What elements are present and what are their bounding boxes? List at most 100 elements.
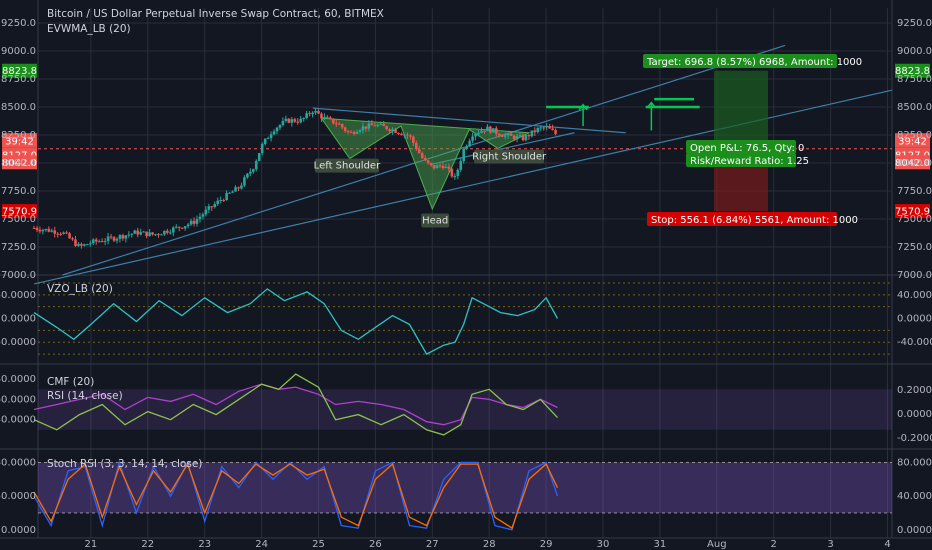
candle-body [539, 127, 543, 129]
candle-body [477, 132, 480, 134]
candle-body [201, 214, 205, 217]
right-tick-label: 8250.0 [897, 130, 932, 141]
x-tick-label: 24 [255, 539, 268, 550]
candle-body [91, 239, 95, 244]
candle-body [109, 236, 113, 238]
stoch-title: Stoch RSI (3, 3, 14, 14, close) [47, 458, 202, 470]
candle-body [450, 168, 454, 177]
candle-body [364, 126, 368, 129]
candle-body [302, 117, 305, 119]
stoch-d-line [33, 462, 559, 530]
candle-body [515, 136, 519, 140]
right-tick-label: 8000.0 [897, 158, 932, 169]
candle-body [403, 134, 406, 136]
x-tick-label: 4 [884, 539, 890, 550]
vzo-left-tick: 40.0000 [0, 290, 36, 301]
candle-body [62, 232, 65, 234]
candle-body [192, 220, 196, 224]
stoch-right-tick: 0.0000 [897, 525, 932, 536]
candle-body [308, 113, 311, 115]
candle-body [263, 138, 267, 144]
x-tick-label: 21 [85, 539, 98, 550]
right-level-label: 8823.8 [895, 66, 930, 77]
candle-body [509, 133, 513, 136]
x-tick-label: 25 [312, 539, 325, 550]
candle-body [320, 113, 323, 119]
candle-body [243, 177, 246, 186]
right-level-tag [895, 155, 930, 170]
candle-body [103, 241, 107, 243]
candle-body [186, 224, 190, 227]
cmf-left-tick: 40.0000 [0, 415, 36, 426]
candle-body [412, 136, 415, 143]
candle-body [406, 134, 409, 136]
candle-body [323, 116, 326, 119]
candle-body [272, 131, 276, 135]
left-level-label: 8042.0 [2, 158, 37, 169]
left-tick-label: 7500.0 [1, 214, 36, 225]
target-text: Target: 696.8 (8.57%) 6968, Amount: 1000 [646, 57, 862, 68]
candle-body [500, 135, 504, 137]
candle-body [489, 126, 492, 133]
candle-body [311, 112, 314, 115]
candle-body [74, 239, 77, 246]
candle-body [249, 171, 252, 174]
candle-body [275, 127, 279, 132]
x-tick-label: 2 [771, 539, 777, 550]
cmf-left-tick: 80.0000 [0, 374, 36, 385]
left-level-label: 39:42 [5, 136, 34, 147]
candle-body [171, 227, 175, 233]
candle-body [160, 234, 163, 236]
target-zone [713, 70, 769, 149]
right-level-label: 8042.0 [895, 158, 930, 169]
candle-body [527, 135, 531, 137]
candle-body [453, 176, 457, 178]
candle-body [234, 187, 237, 192]
candle-body [80, 243, 83, 246]
candle-body [429, 162, 433, 166]
candle-body [266, 138, 270, 140]
candle-body [397, 132, 400, 134]
candle-body [133, 230, 137, 234]
cmf-right-tick: 0.2000 [897, 385, 932, 396]
candle-body [59, 233, 62, 235]
candle-body [459, 161, 463, 170]
candle-body [157, 234, 160, 236]
candlestick-series [32, 108, 557, 249]
candle-body [213, 204, 217, 208]
candle-body [121, 235, 125, 239]
risk-reward-text: Risk/Reward Ratio: 1.25 [690, 156, 809, 167]
candle-body [246, 173, 249, 178]
candle-body [287, 118, 291, 123]
candle-body [216, 200, 220, 205]
x-tick-label: 3 [827, 539, 833, 550]
stoch-left-tick: 80.0000 [0, 457, 36, 468]
candle-body [127, 234, 131, 236]
candle-body [151, 232, 154, 235]
candle-body [497, 133, 501, 136]
candle-body [391, 129, 394, 132]
left-tick-label: 8000.0 [1, 158, 36, 169]
candle-body [355, 131, 359, 134]
cmf-line [33, 373, 558, 436]
candle-body [332, 118, 335, 124]
x-tick-label: 27 [426, 539, 439, 550]
position-tool[interactable]: Target: 696.8 (8.57%) 6968, Amount: 1000… [546, 54, 862, 226]
left-level-tag [2, 63, 37, 78]
open-pnl-box [686, 140, 796, 154]
candle-body [340, 123, 344, 128]
candle-body [471, 136, 474, 141]
candle-body [56, 233, 60, 235]
price-levels: 8823.88823.88203.58203.539:4239:428127.0… [2, 63, 930, 219]
left-level-label: 7570.9 [2, 207, 37, 218]
candle-body [447, 166, 451, 169]
candle-body [506, 133, 510, 136]
candle-body [486, 126, 489, 132]
candle-body [420, 153, 424, 159]
candle-body [112, 237, 116, 241]
right-level-tag [895, 63, 930, 78]
head-shoulders-pattern[interactable]: Left Shoulder Head Right Shoulder [314, 117, 547, 228]
candle-body [329, 117, 332, 119]
candle-body [492, 128, 495, 133]
